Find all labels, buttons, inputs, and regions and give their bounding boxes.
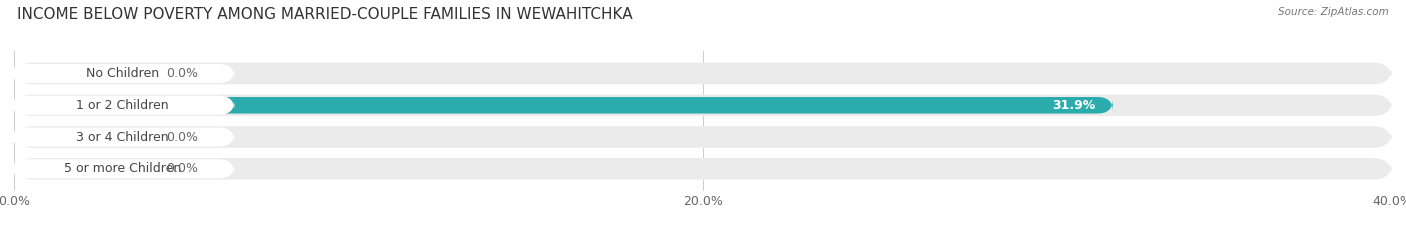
Text: 31.9%: 31.9%	[1053, 99, 1095, 112]
Text: 0.0%: 0.0%	[166, 67, 198, 80]
FancyBboxPatch shape	[11, 127, 235, 147]
Text: 3 or 4 Children: 3 or 4 Children	[76, 130, 169, 144]
FancyBboxPatch shape	[14, 161, 152, 177]
FancyBboxPatch shape	[11, 64, 235, 83]
Text: 5 or more Children: 5 or more Children	[63, 162, 181, 175]
Text: INCOME BELOW POVERTY AMONG MARRIED-COUPLE FAMILIES IN WEWAHITCHKA: INCOME BELOW POVERTY AMONG MARRIED-COUPL…	[17, 7, 633, 22]
Text: 0.0%: 0.0%	[166, 130, 198, 144]
Text: 0.0%: 0.0%	[166, 162, 198, 175]
FancyBboxPatch shape	[14, 63, 1392, 84]
Text: No Children: No Children	[86, 67, 159, 80]
FancyBboxPatch shape	[14, 158, 1392, 180]
FancyBboxPatch shape	[11, 159, 235, 178]
Text: 1 or 2 Children: 1 or 2 Children	[76, 99, 169, 112]
FancyBboxPatch shape	[14, 97, 1114, 113]
FancyBboxPatch shape	[14, 94, 1392, 116]
Text: Source: ZipAtlas.com: Source: ZipAtlas.com	[1278, 7, 1389, 17]
FancyBboxPatch shape	[14, 126, 1392, 148]
FancyBboxPatch shape	[14, 129, 152, 145]
FancyBboxPatch shape	[14, 65, 152, 82]
FancyBboxPatch shape	[11, 96, 235, 115]
